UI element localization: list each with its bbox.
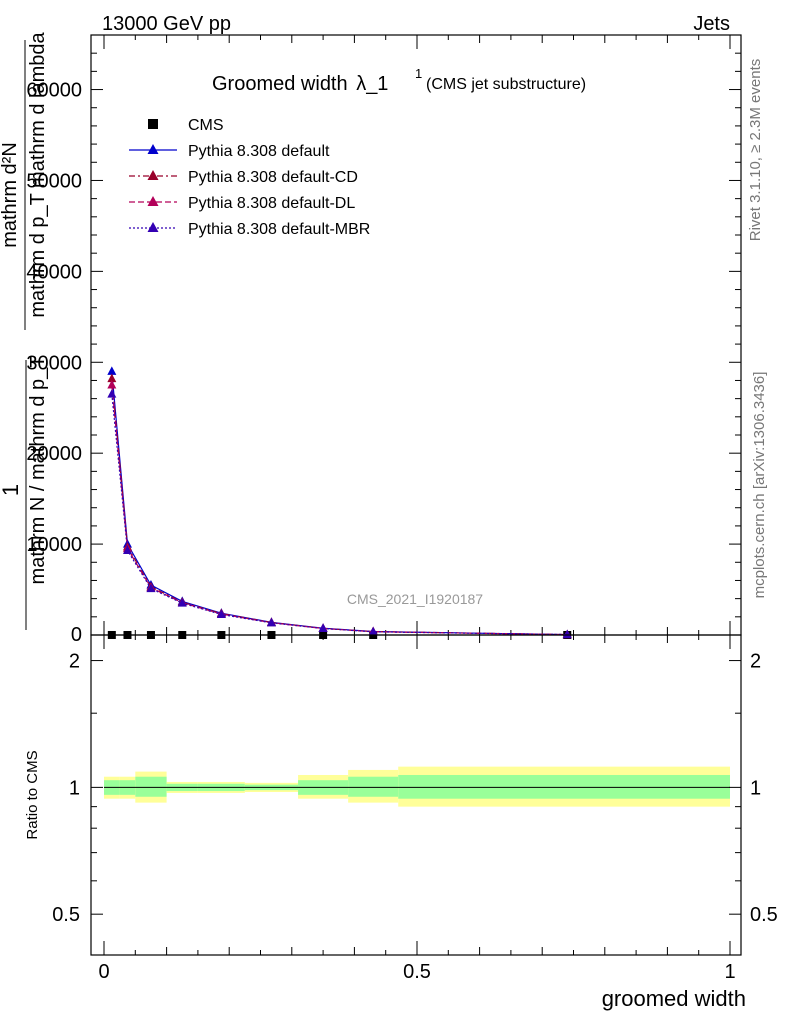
y-axis-label-main: 1 mathrm N / mathrm d p_T mathrm d²N mat… [0, 31, 49, 630]
series-marker-3 [107, 380, 117, 389]
legend-label: Pythia 8.308 default-CD [188, 169, 358, 186]
legend-label: Pythia 8.308 default-MBR [188, 221, 370, 238]
series-marker-4 [107, 389, 117, 398]
title-subtitle: (CMS jet substructure) [426, 76, 586, 93]
y-tick-label-zero: 0 [71, 624, 82, 646]
legend-label: Pythia 8.308 default [188, 143, 330, 160]
x-axis-label: groomed width [602, 986, 746, 1011]
legend-marker-square [148, 119, 158, 129]
series-marker-4 [318, 623, 328, 633]
title-superscript: 1 [415, 66, 422, 81]
series-marker-4 [562, 629, 572, 639]
y-label-outer-num: 1 [0, 484, 23, 496]
ratio-y-tick-label-right: 0.5 [750, 904, 778, 926]
energy-label: 13000 GeV pp [102, 13, 231, 35]
main-axes: 10000 20000 30000 40000 50000 60000 0 [26, 35, 741, 646]
y-tick-label: 30000 [26, 352, 82, 374]
y-tick-label: 60000 [26, 80, 82, 102]
legend: CMS Pythia 8.308 default Pythia 8.308 defa… [129, 117, 370, 238]
ratio-y-tick-label: 1 [69, 777, 80, 799]
ratio-y-tick-label-right: 2 [750, 651, 761, 673]
ratio-stat-band [398, 774, 730, 799]
series-line-1 [111, 371, 568, 636]
y-tick-label: 10000 [26, 534, 82, 556]
legend-marker-triangle [147, 144, 159, 154]
y-tick-label: 20000 [26, 443, 82, 465]
title-symbol: λ_1 [356, 73, 388, 95]
ratio-stat-band [135, 776, 167, 797]
legend-entry: CMS [148, 117, 224, 134]
series-line-2 [111, 378, 568, 636]
series-marker-4 [266, 617, 276, 627]
ratio-stat-band [348, 776, 399, 797]
plot-title: Groomed width λ_1 1 (CMS jet substructur… [212, 66, 586, 95]
series-marker-2 [107, 373, 117, 383]
y-label-outer-den: mathrm N / mathrm d p_T [27, 356, 49, 585]
series-marker-4 [122, 545, 132, 554]
y-axis-label-ratio: Ratio to CMS [24, 750, 41, 839]
series-marker-4 [177, 598, 187, 607]
title-main: Groomed width [212, 73, 348, 95]
ratio-y-tick-label: 2 [69, 651, 80, 673]
analysis-watermark: CMS_2021_I1920187 [347, 591, 483, 607]
legend-label: Pythia 8.308 default-DL [188, 195, 355, 212]
x-tick-label: 0.5 [403, 961, 431, 983]
y-label-num: mathrm d²N [0, 142, 21, 248]
ratio-y-tick-label: 0.5 [52, 904, 80, 926]
legend-entry: Pythia 8.308 default-CD [129, 169, 358, 186]
svg-text:Groomed width λ_1: Groomed width λ_1 [212, 73, 388, 95]
ratio-axes: 0.5 0.5 1 1 2 2 0 0.5 1 [52, 635, 778, 983]
y-tick-label: 50000 [26, 170, 82, 192]
legend-label: CMS [188, 117, 224, 134]
x-tick-label: 0 [98, 961, 109, 983]
series-line-3 [111, 384, 568, 636]
y-label-den: mathrm d p_T mathrm d lambda [27, 31, 49, 317]
ratio-panel-frame [90, 634, 742, 956]
series-marker-1 [107, 366, 117, 375]
rivet-label: Rivet 3.1.10, ≥ 2.3M events [747, 59, 764, 242]
mcplots-label: mcplots.cern.ch [arXiv:1306.3436] [751, 372, 768, 599]
series-line-4 [111, 394, 568, 636]
ratio-bands [104, 766, 730, 807]
legend-marker-triangle [147, 196, 159, 206]
y-tick-label: 40000 [26, 261, 82, 283]
legend-entry: Pythia 8.308 default-MBR [129, 221, 370, 238]
main-marks [107, 366, 572, 639]
series-marker-4 [146, 583, 156, 593]
series-marker-4 [216, 609, 226, 619]
legend-marker-triangle [147, 170, 159, 180]
legend-entry: Pythia 8.308 default-DL [129, 195, 355, 212]
ratio-y-tick-label-right: 1 [750, 777, 761, 799]
process-label: Jets [693, 13, 730, 35]
series-marker-4 [368, 626, 378, 636]
legend-marker-triangle [147, 222, 159, 232]
legend-entry: Pythia 8.308 default [129, 143, 330, 160]
x-tick-label: 1 [724, 961, 735, 983]
